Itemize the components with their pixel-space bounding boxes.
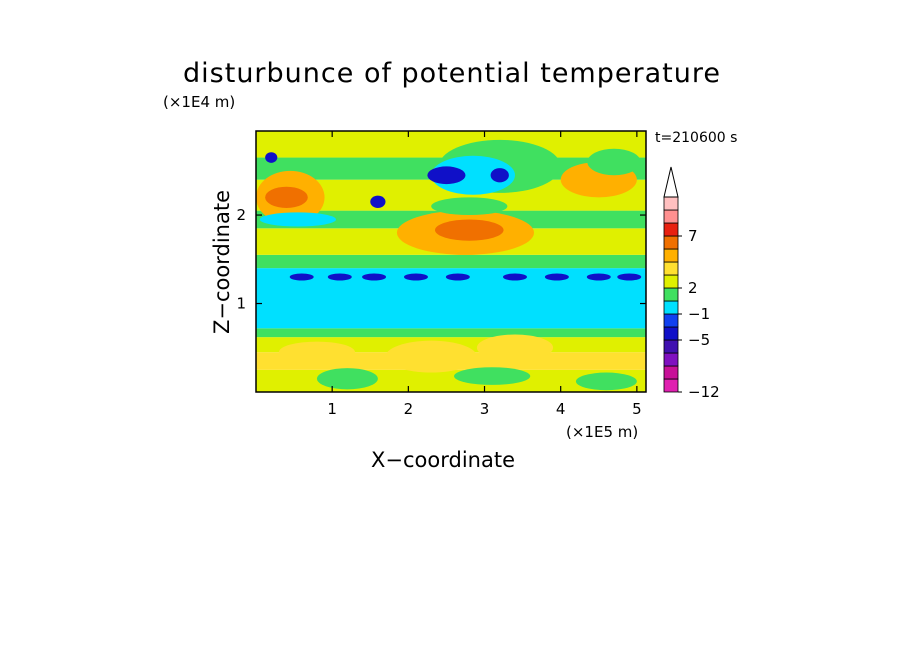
contour-patch-11 — [259, 212, 336, 227]
x-axis-label: X−coordinate — [371, 448, 515, 472]
colorbar-swatch-11 — [663, 235, 679, 250]
contour-patch-12 — [587, 148, 641, 176]
colorbar-swatch-8 — [663, 274, 679, 289]
colorbar: −12−5−127 — [663, 166, 720, 401]
colorbar-swatch-3 — [663, 339, 679, 354]
contour-patch-1 — [265, 186, 308, 208]
colorbar-swatch-13 — [663, 209, 679, 224]
contour-patch-3 — [435, 219, 504, 241]
z-tick-label-1: 1 — [236, 295, 246, 313]
colorbar-swatch-2 — [663, 352, 679, 367]
colorbar-label-4: 7 — [688, 227, 698, 245]
x-tick-label-1: 1 — [327, 400, 337, 418]
contour-patch-19 — [575, 372, 637, 391]
colorbar-swatch-1 — [663, 365, 679, 380]
contour-patch-17 — [316, 368, 378, 390]
low-band-spot-0 — [289, 273, 314, 281]
timestamp-label: t=210600 s — [655, 130, 738, 146]
z-axis-unit: (×1E4 m) — [163, 93, 236, 111]
colorbar-extend-max — [663, 166, 679, 198]
colorbar-swatch-0 — [663, 378, 679, 393]
low-band-spot-7 — [586, 273, 611, 281]
colorbar-swatch-12 — [663, 222, 679, 237]
colorbar-swatch-10 — [663, 248, 679, 263]
contour-patch-6 — [431, 155, 515, 195]
contour-patch-10 — [370, 195, 386, 208]
colorbar-label-1: −5 — [688, 331, 710, 349]
contour-field — [256, 131, 646, 392]
z-axis-ticks: 12 — [236, 206, 646, 313]
colorbar-swatch-5 — [663, 313, 679, 328]
colorbar-swatch-9 — [663, 261, 679, 276]
low-band-spot-8 — [617, 273, 642, 281]
contour-patch-18 — [454, 367, 531, 385]
contour-patch-8 — [490, 168, 509, 183]
colorbar-label-3: 2 — [688, 279, 698, 297]
low-band-spot-4 — [445, 273, 470, 281]
x-axis-ticks: 1 2 3 4 5 — [327, 131, 642, 418]
low-band-spot-1 — [327, 273, 352, 281]
low-band-spot-5 — [502, 273, 527, 281]
contour-patch-9 — [431, 197, 508, 216]
colorbar-swatch-7 — [663, 287, 679, 302]
contour-band-3 — [256, 328, 646, 338]
x-tick-label-4: 4 — [556, 400, 566, 418]
x-axis-unit: (×1E5 m) — [566, 423, 639, 441]
contour-band-5 — [256, 254, 646, 269]
colorbar-swatch-4 — [663, 326, 679, 341]
colorbar-swatch-14 — [663, 196, 679, 211]
contour-patch-7 — [427, 166, 466, 185]
plot-frame — [255, 130, 647, 393]
contour-patch-13 — [265, 152, 278, 163]
x-tick-label-2: 2 — [404, 400, 414, 418]
x-tick-label-3: 3 — [480, 400, 490, 418]
z-tick-label-2: 2 — [236, 206, 246, 224]
contour-patch-16 — [278, 341, 356, 363]
low-band-spot-2 — [362, 273, 387, 281]
colorbar-label-2: −1 — [688, 305, 710, 323]
contour-patch-14 — [385, 340, 477, 373]
x-tick-label-5: 5 — [632, 400, 642, 418]
contour-patch-15 — [476, 334, 554, 362]
colorbar-label-0: −12 — [688, 383, 720, 401]
low-band-spot-3 — [403, 273, 428, 281]
chart-title: disturbunce of potential temperature — [183, 58, 721, 89]
colorbar-swatch-6 — [663, 300, 679, 315]
low-band-spot-6 — [544, 273, 569, 281]
